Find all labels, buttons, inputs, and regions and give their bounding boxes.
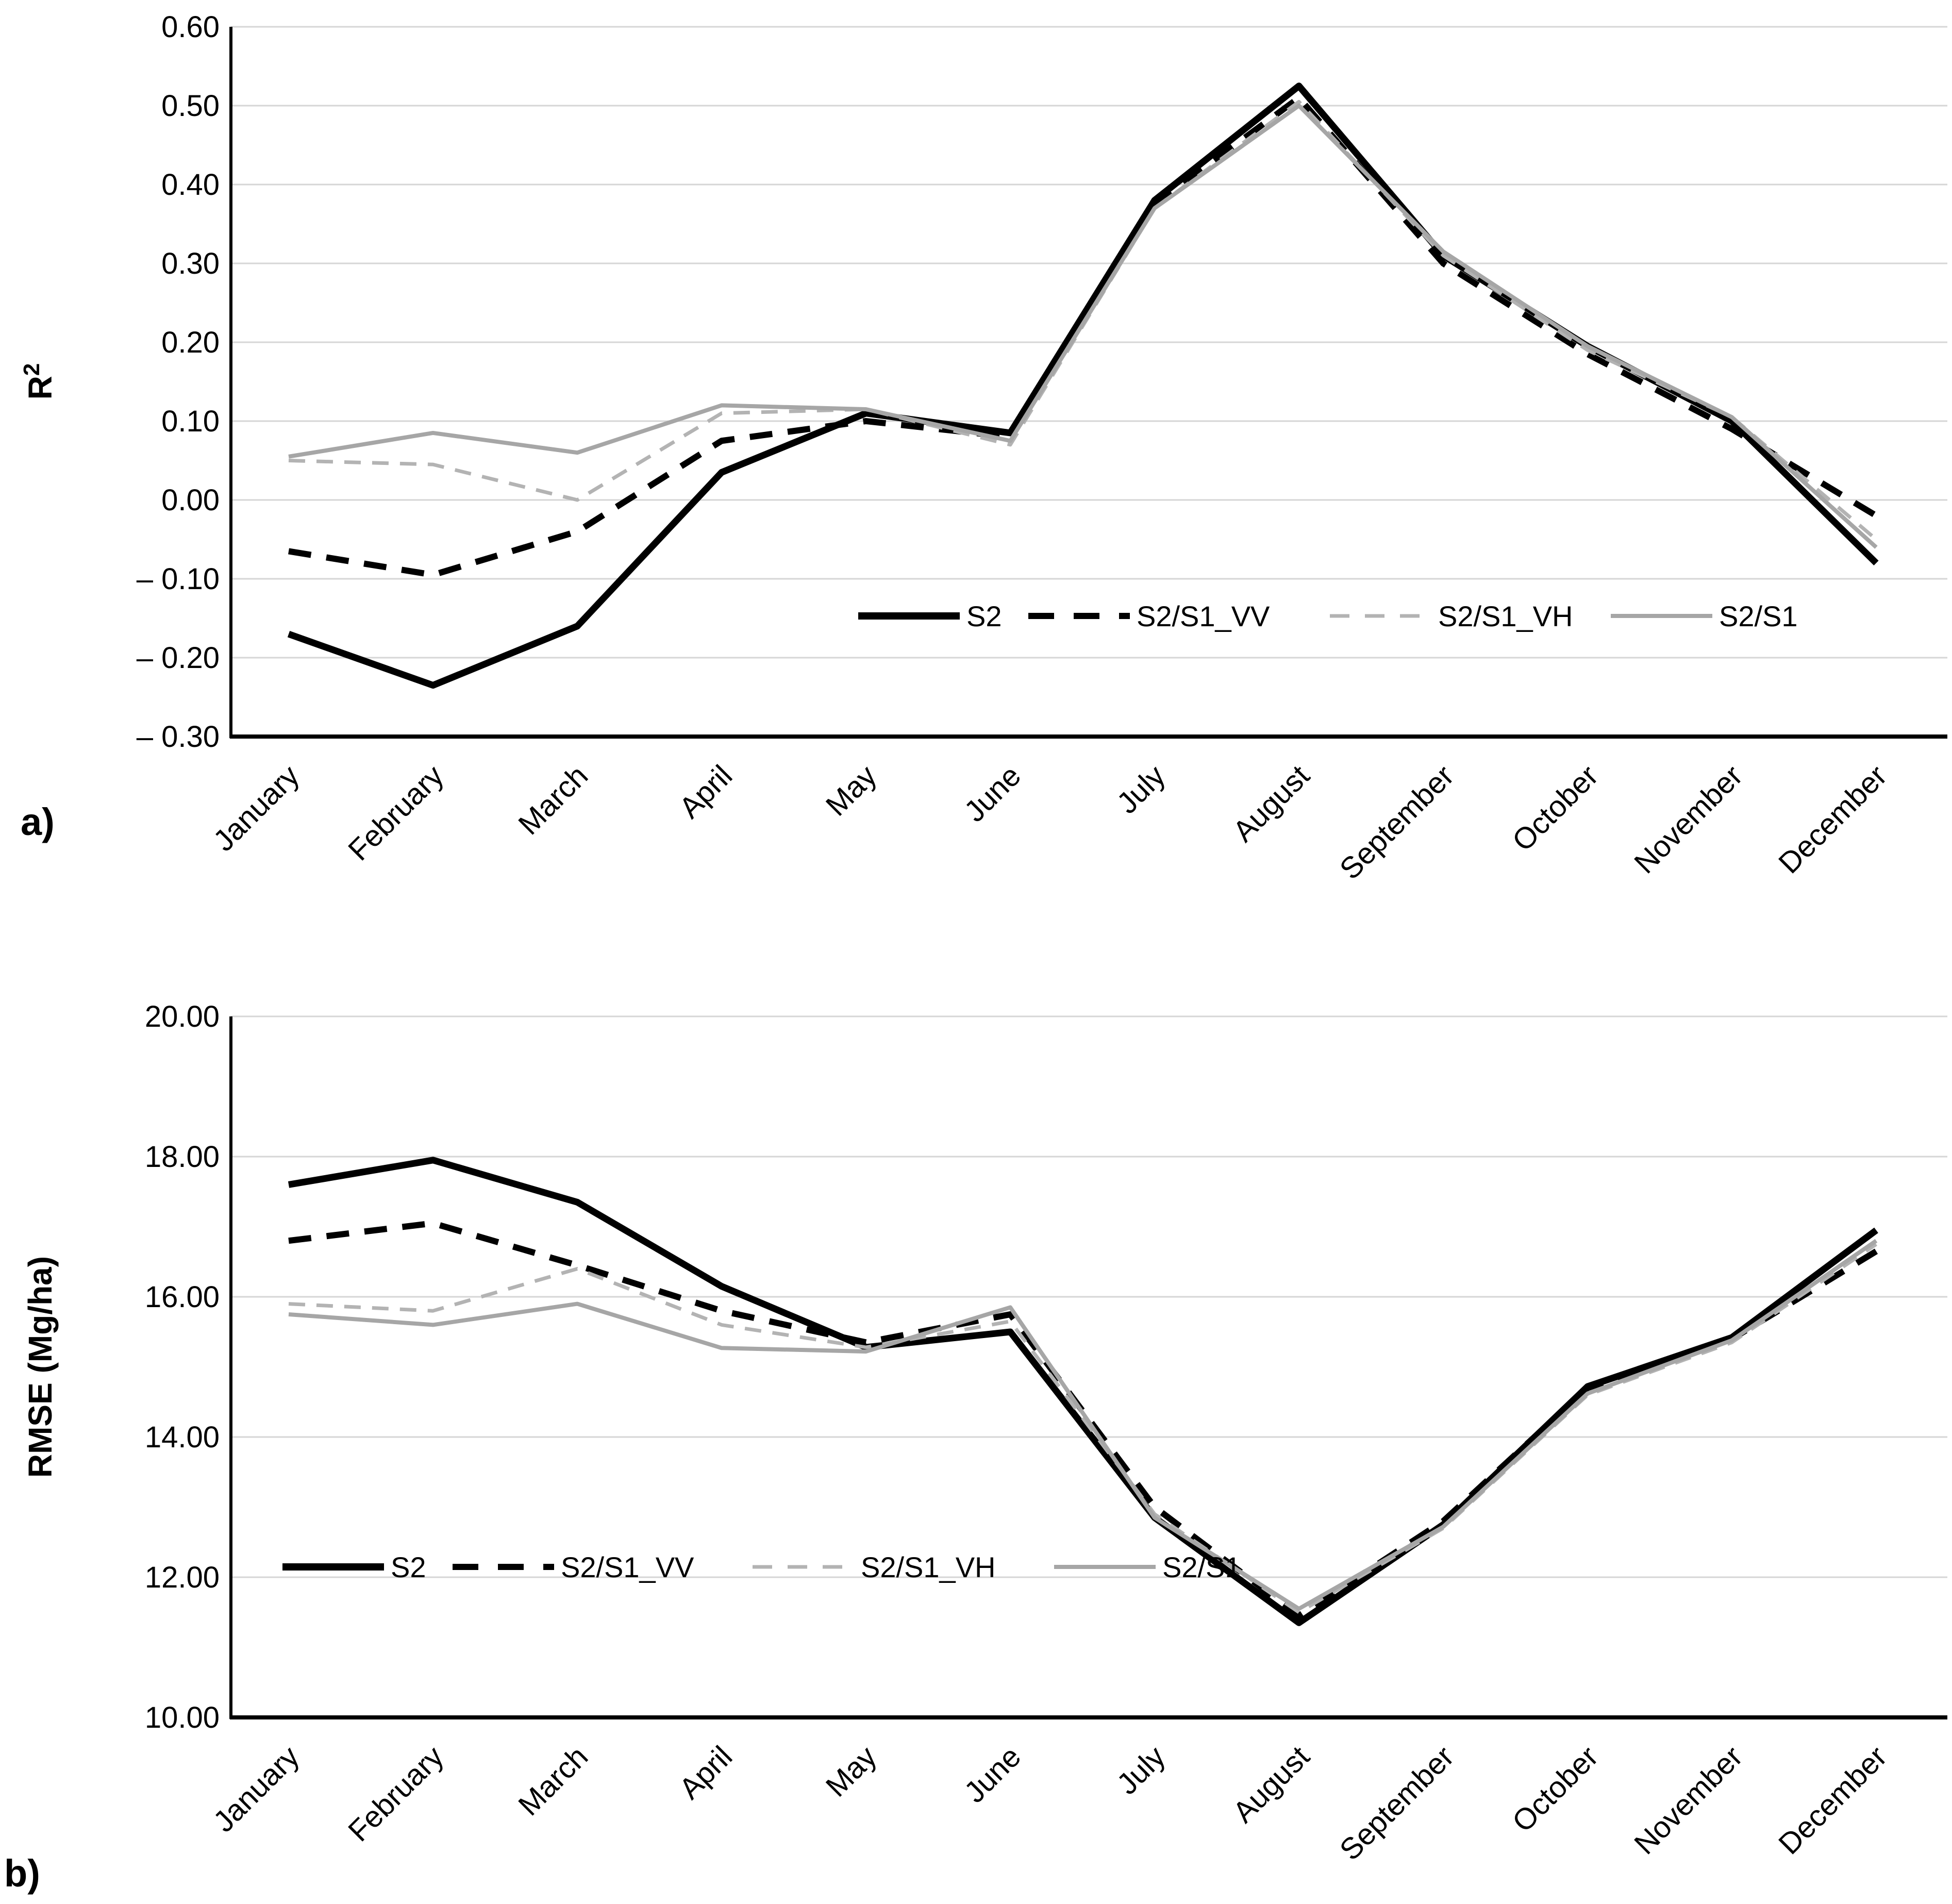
- y-tick-label: 14.00: [145, 1421, 220, 1454]
- y-tick-label: 18.00: [145, 1140, 220, 1174]
- panel-label-b: b): [4, 1852, 40, 1895]
- legend-label: S2/S1_VH: [861, 1551, 996, 1583]
- series-line-s2-s1: [288, 104, 1878, 549]
- legend-label: S2/S1: [1162, 1551, 1241, 1583]
- y-tick-label: 0.40: [161, 168, 220, 202]
- y-tick-label: 0.00: [161, 483, 220, 517]
- series-line-s2-s1: [288, 1239, 1878, 1611]
- y-axis-title-text: R: [22, 376, 59, 399]
- series-line-s2-s1-vv: [288, 1220, 1878, 1619]
- legend-label: S2/S1_VH: [1438, 600, 1573, 632]
- y-tick-label: 0.10: [161, 405, 220, 438]
- y-axis-title: RMSE (Mg/ha): [22, 1256, 59, 1478]
- legend-label: S2: [966, 600, 1002, 632]
- y-tick-label: 20.00: [145, 1000, 220, 1033]
- y-axis-title-text: RMSE (Mg/ha): [22, 1256, 59, 1478]
- legend-label: S2/S1_VV: [561, 1551, 694, 1583]
- series-line-s2: [288, 1157, 1878, 1626]
- y-axis-title-superscript: 2: [19, 363, 44, 376]
- series-line-s2-s1-vv: [288, 94, 1878, 578]
- y-tick-label: 0.60: [161, 10, 220, 44]
- y-tick-label: 0.30: [161, 247, 220, 280]
- y-tick-label: 12.00: [145, 1561, 220, 1594]
- y-tick-label: – 0.30: [137, 720, 220, 754]
- panel-label-a: a): [21, 800, 55, 843]
- legend-label: S2: [391, 1551, 426, 1583]
- y-tick-label: 0.50: [161, 89, 220, 123]
- y-tick-label: – 0.20: [137, 641, 220, 675]
- y-tick-label: 0.20: [161, 326, 220, 359]
- y-tick-label: 10.00: [145, 1701, 220, 1734]
- y-tick-label: – 0.10: [137, 562, 220, 596]
- y-tick-label: 16.00: [145, 1280, 220, 1314]
- y-axis-title: R2: [19, 363, 59, 400]
- legend-label: S2/S1: [1719, 600, 1798, 632]
- legend-label: S2/S1_VV: [1137, 600, 1270, 632]
